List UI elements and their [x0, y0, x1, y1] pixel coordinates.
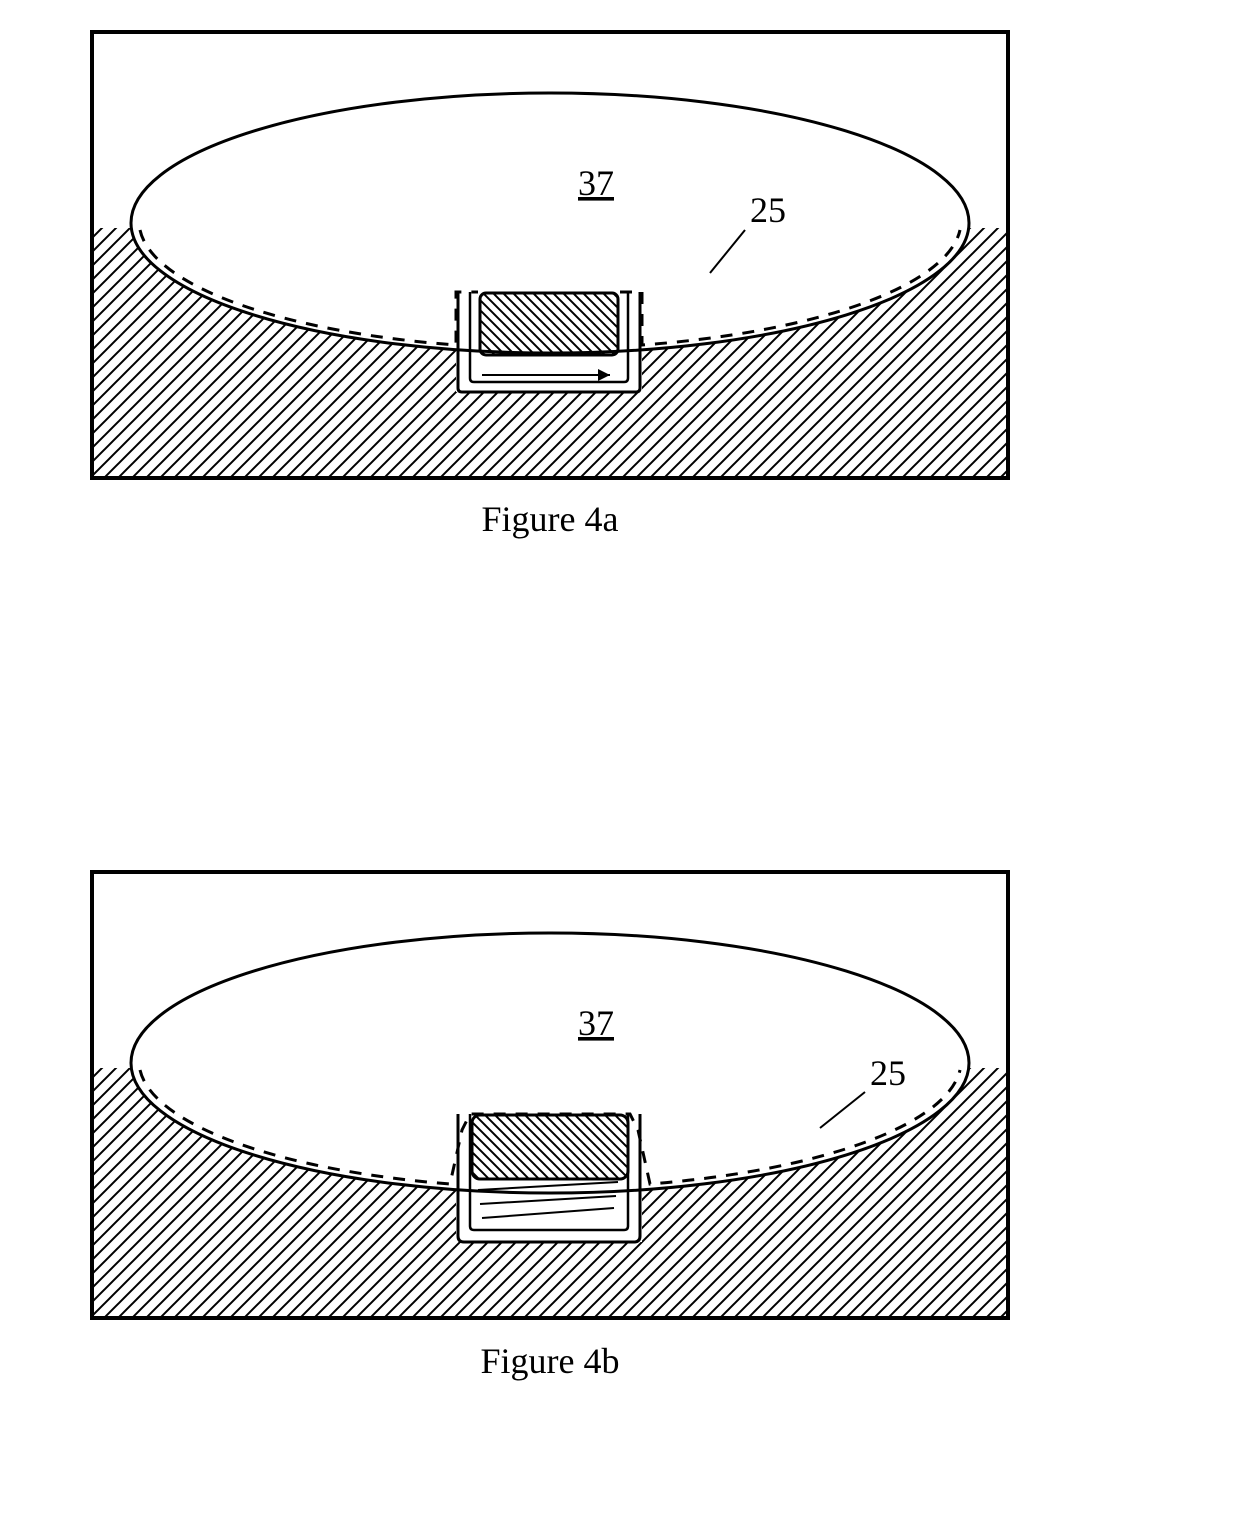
figure-4a-caption: Figure 4a [410, 498, 690, 540]
insert-block [472, 1115, 628, 1179]
page: 37 25 Figure 4a [0, 0, 1240, 1540]
figure-4a-svg: 37 25 [90, 30, 1010, 480]
figure-4b-panel: 37 25 [90, 870, 1010, 1320]
figure-4b-caption: Figure 4b [410, 1340, 690, 1382]
label-25: 25 [750, 190, 786, 230]
label-37: 37 [578, 1003, 614, 1043]
label-25: 25 [870, 1053, 906, 1093]
figure-4a-panel: 37 25 [90, 30, 1010, 480]
insert-block [480, 293, 618, 355]
figure-4b-svg: 37 25 [90, 870, 1010, 1320]
label-37: 37 [578, 163, 614, 203]
